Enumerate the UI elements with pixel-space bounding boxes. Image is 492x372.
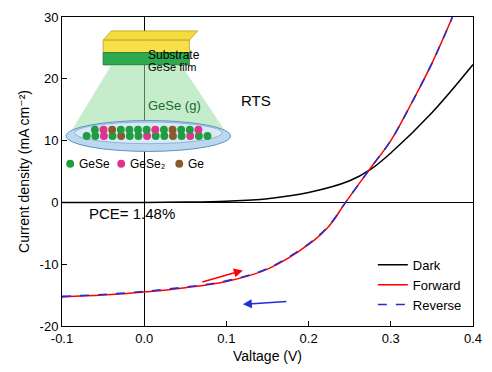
svg-text:-0.1: -0.1 bbox=[51, 331, 73, 346]
svg-text:Dark: Dark bbox=[413, 258, 441, 273]
svg-text:0: 0 bbox=[51, 195, 58, 210]
svg-text:-10: -10 bbox=[40, 257, 59, 272]
svg-text:Forward: Forward bbox=[413, 278, 461, 293]
svg-text:GeSe₂: GeSe₂ bbox=[130, 157, 166, 171]
svg-text:30: 30 bbox=[44, 10, 58, 25]
svg-text:0.4: 0.4 bbox=[464, 331, 482, 346]
svg-text:Substrate: Substrate bbox=[148, 48, 200, 62]
svg-text:Valtage (V): Valtage (V) bbox=[233, 348, 302, 364]
svg-text:10: 10 bbox=[44, 133, 58, 148]
svg-text:0.2: 0.2 bbox=[300, 331, 318, 346]
svg-text:0.0: 0.0 bbox=[135, 331, 153, 346]
svg-text:0.3: 0.3 bbox=[382, 331, 400, 346]
svg-text:Current density (mA cm⁻²): Current density (mA cm⁻²) bbox=[16, 90, 32, 253]
svg-text:20: 20 bbox=[44, 71, 58, 86]
svg-text:PCE= 1.48%: PCE= 1.48% bbox=[89, 205, 175, 222]
svg-text:-20: -20 bbox=[40, 319, 59, 334]
svg-text:GeSe (g): GeSe (g) bbox=[148, 98, 201, 113]
svg-text:Ge: Ge bbox=[188, 157, 204, 171]
svg-text:GeSe film: GeSe film bbox=[148, 61, 196, 73]
svg-text:GeSe: GeSe bbox=[79, 157, 110, 171]
svg-text:0.1: 0.1 bbox=[217, 331, 235, 346]
svg-text:RTS: RTS bbox=[241, 92, 271, 109]
svg-text:Reverse: Reverse bbox=[413, 298, 461, 313]
